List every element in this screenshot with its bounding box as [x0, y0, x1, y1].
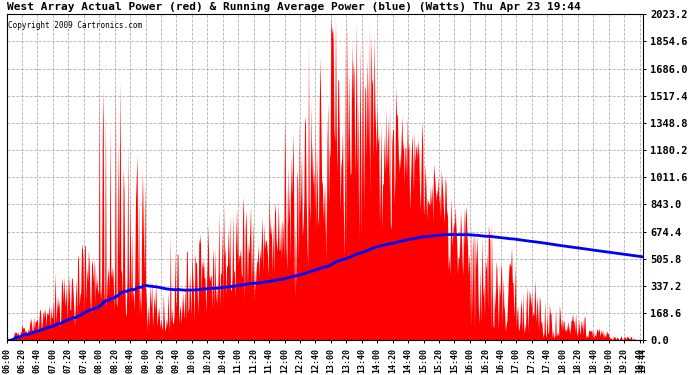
Text: Copyright 2009 Cartronics.com: Copyright 2009 Cartronics.com [8, 21, 142, 30]
Text: West Array Actual Power (red) & Running Average Power (blue) (Watts) Thu Apr 23 : West Array Actual Power (red) & Running … [7, 2, 580, 12]
